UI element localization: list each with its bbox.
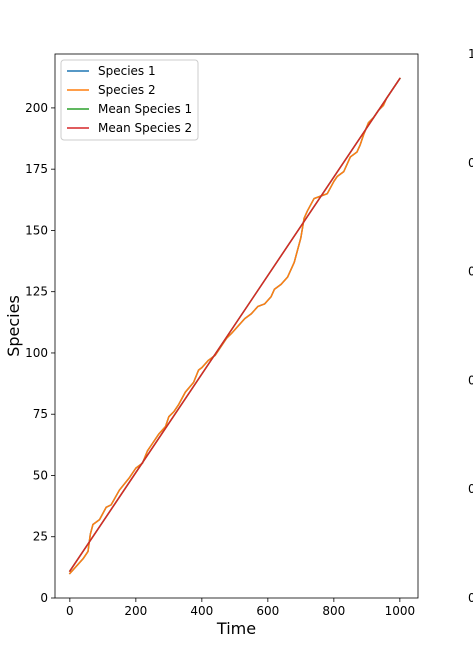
plot-background — [55, 54, 418, 598]
x-tick-label: 800 — [322, 604, 345, 618]
y-tick-label: 75 — [33, 407, 48, 421]
x-tick-label: 600 — [256, 604, 279, 618]
y-tick-label: 100 — [25, 346, 48, 360]
legend-label: Species 1 — [98, 64, 156, 78]
legend-box — [60, 59, 199, 141]
x-tick-label: 400 — [190, 604, 213, 618]
second-chart-y-axis: 0 0 0 0 0 1 — [468, 47, 473, 605]
x-tick-label: 200 — [124, 604, 147, 618]
legend-label: Species 2 — [98, 83, 156, 97]
y-axis-title: Species — [4, 295, 23, 357]
plot-area — [55, 54, 418, 598]
y-tick-label: 200 — [25, 101, 48, 115]
second-chart-y-tick-label: 1 — [468, 47, 473, 61]
second-chart-y-tick-label: 0 — [468, 482, 473, 496]
legend-label: Mean Species 2 — [98, 121, 192, 135]
second-chart-y-tick-label: 0 — [468, 373, 473, 387]
x-tick-label: 0 — [66, 604, 74, 618]
second-chart-y-tick-label: 0 — [468, 591, 473, 605]
legend-label: Mean Species 1 — [98, 102, 192, 116]
axes-layer: 0 200 400 600 800 1000 0 25 50 75 100 125 150 175 200 — [25, 53, 419, 618]
x-axis-title: Time — [216, 619, 256, 638]
legend: Species 1 Species 2 Mean Species 1 Mean Spe… — [60, 59, 199, 141]
second-chart-y-tick-label: 0 — [468, 265, 473, 279]
axes-frame — [54, 53, 419, 599]
x-tick-label: 1000 — [385, 604, 416, 618]
y-tick-label: 150 — [25, 223, 48, 237]
second-chart-y-tick-label: 0 — [468, 156, 473, 170]
y-tick-label: 25 — [33, 530, 48, 544]
y-tick-label: 175 — [25, 162, 48, 176]
y-tick-label: 0 — [40, 591, 48, 605]
y-tick-label: 125 — [25, 285, 48, 299]
series-line-4 — [68, 77, 401, 573]
series-layer — [68, 77, 401, 575]
y-tick-label: 50 — [33, 468, 48, 482]
series-line-2 — [68, 77, 401, 575]
